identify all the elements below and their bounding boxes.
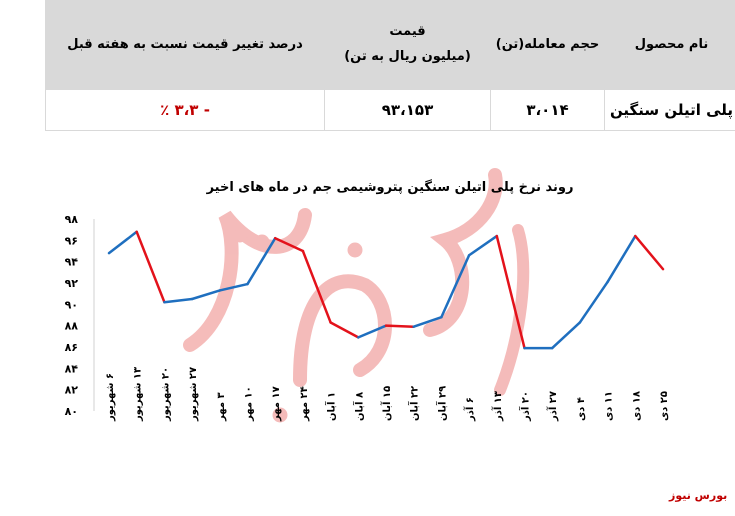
header-price-line1: قیمت (389, 24, 426, 40)
table-header-row: نام محصول حجم معامله(تن) قیمت (میلیون ری… (45, 0, 735, 90)
line-segment-up (550, 321, 582, 350)
line-segment-up (606, 234, 637, 284)
line-segment-up (163, 297, 194, 304)
x-tick-label: ۱ آبان (325, 392, 338, 421)
cell-change: - ۳،۳ ٪ (45, 89, 325, 131)
brand-label: بورس نیوز (669, 489, 728, 502)
chart-title: روند نرخ پلی اتیلن سنگین پتروشیمی جم در … (206, 179, 574, 195)
line-segment-up (578, 280, 609, 324)
cell-product: پلی اتیلن سنگین (604, 89, 735, 131)
x-tick-label: ۱۸ دی (631, 391, 642, 421)
x-tick-label: ۸ آبان (352, 392, 365, 421)
y-tick-label: ۹۰ (65, 298, 78, 311)
header-change: درصد تغییر قیمت نسبت به هفته قبل (45, 0, 325, 90)
x-tick-label: ۱۱ دی (604, 391, 615, 421)
x-tick-label: ۲۰ شهریور (160, 367, 171, 422)
x-tick-label: ۲۷ آذر (546, 391, 559, 422)
line-segment-up (190, 289, 222, 301)
y-tick-label: ۹۸ (65, 213, 79, 226)
y-tick-label: ۸۶ (65, 341, 78, 354)
y-tick-label: ۹۴ (65, 256, 79, 269)
line-segment-up (357, 324, 388, 339)
line-segment-down (135, 230, 166, 304)
price-table: نام محصول حجم معامله(تن) قیمت (میلیون ری… (45, 0, 735, 131)
line-segment-up (107, 230, 138, 255)
x-tick-label: ۲۰ آذر (519, 391, 532, 422)
line-segment-down (273, 236, 305, 253)
header-product: نام محصول (604, 0, 735, 90)
watermark-logo (183, 168, 530, 423)
x-axis-ticks: ۶ شهریور ۱۳ شهریور ۲۰ شهریور ۲۷ شهریور ۳ مهر… (105, 367, 670, 422)
cell-price: ۹۳،۱۵۳ (324, 89, 491, 131)
x-tick-label: ۲۲ آبان (408, 386, 421, 421)
y-tick-label: ۸۸ (65, 320, 79, 333)
line-segment-down (384, 324, 415, 328)
y-tick-label: ۸۰ (65, 405, 78, 418)
x-tick-label: ۲۴ مهر (299, 386, 310, 422)
line-segment-up (246, 236, 277, 286)
line-segment-down (495, 234, 526, 350)
y-tick-label: ۹۲ (65, 277, 79, 290)
line-segment-up (218, 282, 249, 292)
x-tick-label: ۲۷ شهریور (188, 367, 199, 422)
line-segment-down (329, 321, 360, 339)
x-tick-label: ۱۰ مهر (244, 386, 255, 422)
y-tick-label: ۸۲ (65, 384, 79, 397)
x-tick-label: ۳ مهر (216, 392, 227, 422)
cell-volume: ۳،۰۱۴ (490, 89, 605, 131)
line-segment-up (440, 254, 471, 319)
header-price: قیمت (میلیون ریال به تن) (324, 0, 491, 90)
x-tick-label: ۱۵ آبان (380, 386, 393, 421)
line-segment-down (634, 234, 665, 271)
line-segment-down (301, 249, 332, 324)
x-tick-label: ۴ دی (576, 397, 587, 421)
x-tick-label: ۶ شهریور (105, 373, 116, 422)
x-tick-label: ۱۳ آذر (491, 391, 504, 422)
y-axis-ticks: ۸۰ ۸۲ ۸۴ ۸۶ ۸۸ ۹۰ ۹۲ ۹۴ ۹۶ ۹۸ (65, 213, 79, 418)
header-price-line2: (میلیون ریال به تن) (344, 49, 471, 64)
y-tick-label: ۹۶ (65, 234, 78, 247)
x-tick-label: ۱۷ مهر (271, 386, 282, 422)
price-lines (107, 230, 665, 350)
x-tick-label: ۶ آذر (463, 397, 476, 422)
table-row: پلی اتیلن سنگین ۳،۰۱۴ ۹۳،۱۵۳ - ۳،۳ ٪ (45, 89, 735, 131)
x-tick-label: ۲۵ دی (659, 391, 670, 421)
x-tick-label: ۲۹ آبان (435, 386, 448, 421)
x-tick-label: ۱۳ شهریور (133, 367, 144, 422)
y-tick-label: ۸۴ (65, 362, 79, 375)
line-segment-up (412, 315, 443, 328)
line-segment-up (467, 234, 499, 257)
